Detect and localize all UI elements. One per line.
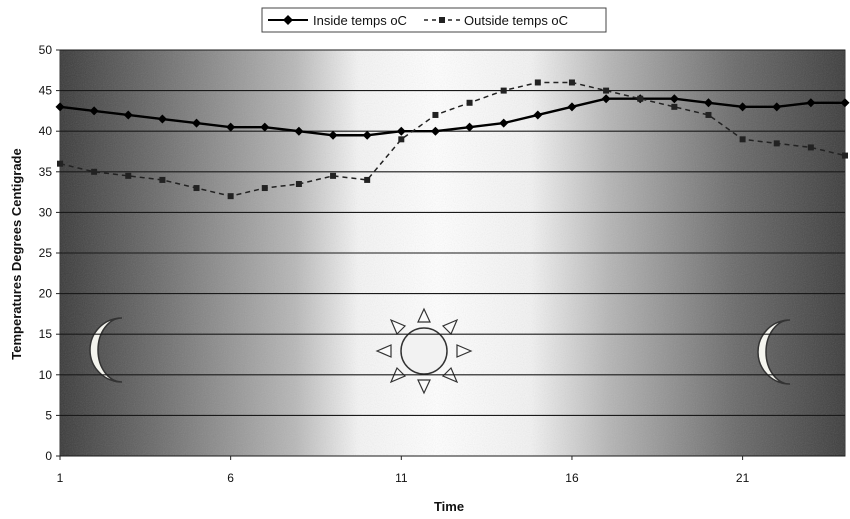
series-0-point-12 bbox=[430, 126, 440, 136]
series-0-point-19 bbox=[669, 94, 679, 104]
series-1-point-1 bbox=[57, 160, 63, 167]
series-1-point-6 bbox=[227, 193, 234, 200]
series-1-point-17 bbox=[603, 87, 610, 94]
series-1-point-10 bbox=[364, 176, 371, 183]
x-axis-title: Time bbox=[434, 499, 464, 514]
x-tick-label-21: 21 bbox=[736, 471, 750, 485]
series-0-point-16 bbox=[567, 102, 577, 112]
series-1-point-16 bbox=[568, 79, 575, 86]
series-line-0 bbox=[59, 97, 845, 137]
series-1-point-19 bbox=[671, 103, 678, 110]
legend-marker-outside bbox=[439, 17, 445, 23]
series-0-point-5 bbox=[192, 118, 202, 128]
series-0-point-1 bbox=[55, 102, 65, 112]
series-1-point-3 bbox=[125, 172, 132, 179]
y-tick-label-35: 35 bbox=[39, 165, 53, 179]
series-0-point-9 bbox=[328, 130, 338, 140]
series-1-point-22 bbox=[773, 140, 780, 147]
series-0-point-4 bbox=[157, 114, 167, 124]
series-1-point-4 bbox=[159, 176, 166, 183]
x-tick-label-1: 1 bbox=[57, 471, 64, 485]
series-0-point-13 bbox=[465, 122, 475, 132]
series-0-point-8 bbox=[294, 126, 304, 136]
y-tick-label-40: 40 bbox=[39, 124, 53, 138]
series-1-point-24 bbox=[842, 152, 848, 159]
legend-label-inside: Inside temps oC bbox=[313, 13, 407, 28]
series-0-point-2 bbox=[89, 106, 99, 116]
legend-marker-inside bbox=[283, 15, 293, 25]
series-1-point-21 bbox=[739, 136, 746, 143]
series-1-point-13 bbox=[466, 99, 473, 106]
series-0-point-14 bbox=[499, 118, 509, 128]
series-1-point-12 bbox=[432, 111, 439, 118]
series-0-point-22 bbox=[772, 102, 782, 112]
y-tick-label-15: 15 bbox=[39, 327, 53, 341]
series-0-point-3 bbox=[123, 110, 133, 120]
series-0-point-11 bbox=[396, 126, 406, 136]
legend: Inside temps oC Outside temps oC bbox=[261, 7, 607, 33]
series-0-point-20 bbox=[703, 98, 713, 108]
y-tick-label-25: 25 bbox=[39, 246, 53, 260]
series-0-point-24 bbox=[840, 98, 850, 108]
series-0-point-7 bbox=[260, 122, 270, 132]
series-1-point-11 bbox=[398, 136, 405, 143]
series-layer bbox=[55, 79, 850, 200]
series-1-point-14 bbox=[500, 87, 507, 94]
series-1-point-8 bbox=[295, 180, 302, 187]
y-axis-ticks: 0 5 10 15 20 25 30 35 40 45 50 bbox=[39, 43, 60, 463]
series-1-point-5 bbox=[193, 185, 200, 192]
series-line-1 bbox=[59, 81, 846, 197]
y-tick-label-50: 50 bbox=[39, 43, 53, 57]
series-0-point-23 bbox=[806, 98, 816, 108]
y-tick-label-10: 10 bbox=[39, 368, 53, 382]
series-1-point-18 bbox=[637, 95, 644, 102]
series-0-point-21 bbox=[738, 102, 748, 112]
series-0-point-10 bbox=[362, 130, 372, 140]
series-1-point-2 bbox=[91, 168, 98, 175]
grid-lines bbox=[60, 49, 845, 457]
legend-item-outside: Outside temps oC bbox=[424, 13, 568, 28]
y-tick-label-0: 0 bbox=[45, 449, 52, 463]
series-1-point-9 bbox=[330, 172, 337, 179]
x-axis-ticks: 1 6 11 16 21 bbox=[57, 456, 750, 485]
series-1-point-15 bbox=[534, 79, 541, 86]
x-tick-label-11: 11 bbox=[395, 471, 408, 485]
y-tick-label-45: 45 bbox=[39, 84, 53, 98]
series-0-point-17 bbox=[601, 94, 611, 104]
legend-label-outside: Outside temps oC bbox=[464, 13, 568, 28]
x-tick-label-6: 6 bbox=[227, 471, 234, 485]
series-0-point-15 bbox=[533, 110, 543, 120]
series-1-point-7 bbox=[261, 185, 268, 192]
series-1-point-23 bbox=[807, 144, 814, 151]
series-0-point-6 bbox=[226, 122, 236, 132]
sun-icon bbox=[375, 307, 473, 395]
y-axis-title: Temperatures Degrees Centigrade bbox=[9, 148, 24, 359]
series-1-point-20 bbox=[705, 111, 712, 118]
y-tick-label-5: 5 bbox=[45, 408, 52, 422]
legend-item-inside: Inside temps oC bbox=[268, 13, 407, 28]
y-tick-label-30: 30 bbox=[39, 205, 53, 219]
x-tick-label-16: 16 bbox=[565, 471, 579, 485]
y-tick-label-20: 20 bbox=[39, 287, 53, 301]
